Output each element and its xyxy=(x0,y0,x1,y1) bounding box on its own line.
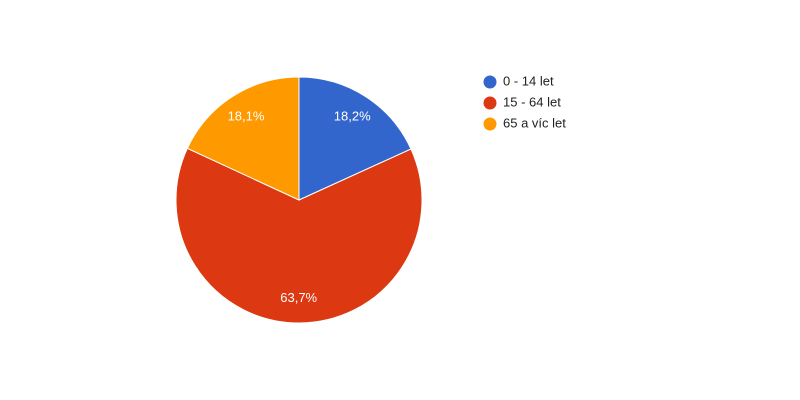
slice-label: 18,2% xyxy=(334,109,371,124)
pie-slice xyxy=(298,76,412,201)
legend-label: 15 - 64 let xyxy=(503,94,561,109)
legend-marker xyxy=(483,117,497,131)
slice-label: 18,1% xyxy=(228,109,265,124)
legend-label: 0 - 14 let xyxy=(503,73,554,88)
legend-marker xyxy=(483,75,497,89)
legend-marker xyxy=(483,96,497,110)
slice-label: 63,7% xyxy=(280,290,317,305)
legend-label: 65 a víc let xyxy=(503,115,566,130)
pie-slice xyxy=(175,147,423,324)
pie-slice xyxy=(186,76,300,201)
